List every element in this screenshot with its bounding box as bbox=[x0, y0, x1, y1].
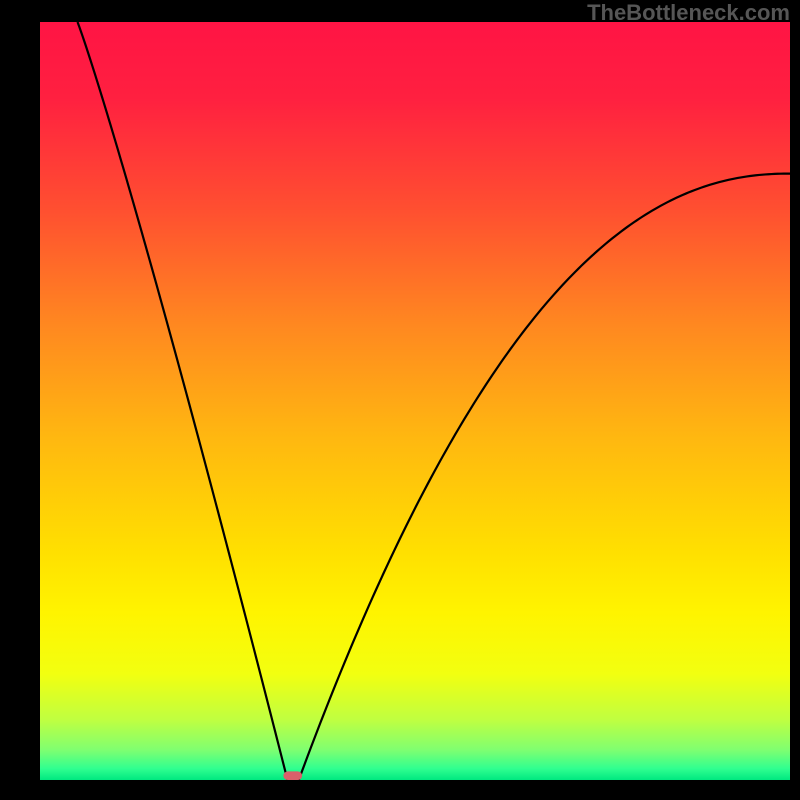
watermark-text: TheBottleneck.com bbox=[587, 0, 790, 26]
valley-marker bbox=[283, 771, 302, 780]
gradient-background bbox=[40, 22, 790, 780]
chart-container: TheBottleneck.com bbox=[0, 0, 800, 800]
bottleneck-chart bbox=[40, 22, 790, 780]
